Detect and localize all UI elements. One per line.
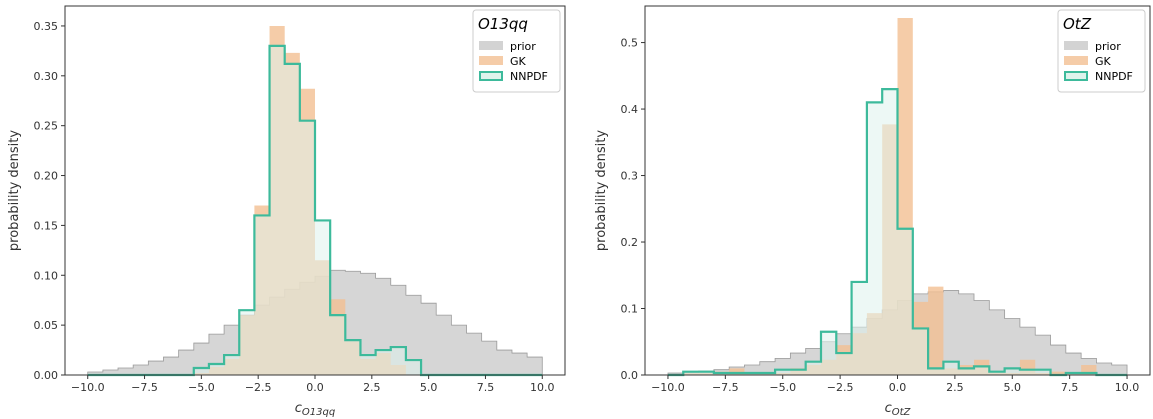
legend-label-prior: prior: [510, 40, 536, 53]
legend-swatch-nnpdf: [1064, 71, 1088, 81]
x-axis-label: cO13qq: [295, 401, 335, 418]
x-tick-label: −7.5: [131, 381, 158, 394]
y-axis-label: probability density: [7, 130, 22, 251]
legend-label-gk: GK: [510, 55, 527, 68]
x-axis-label-main: c: [295, 401, 302, 416]
y-tick-label: 0.25: [34, 120, 59, 133]
x-tick-label: 5.0: [420, 381, 438, 394]
x-tick-label: 0.0: [889, 381, 907, 394]
legend-swatch-gk: [479, 56, 503, 65]
x-tick-label: 10.0: [1115, 381, 1140, 394]
x-tick-label: −10.0: [651, 381, 685, 394]
x-tick-label: 0.0: [306, 381, 324, 394]
legend-label-nnpdf: NNPDF: [510, 70, 548, 83]
x-tick-label: −7.5: [712, 381, 739, 394]
x-tick-label: 5.0: [1004, 381, 1022, 394]
y-tick-label: 0.4: [621, 103, 639, 116]
legend-label-prior: prior: [1095, 40, 1121, 53]
x-axis-label-subscript: O13qq: [302, 407, 335, 418]
x-tick-label: −5.0: [188, 381, 215, 394]
x-tick-label: −2.5: [245, 381, 272, 394]
y-tick-label: 0.30: [34, 70, 59, 83]
legend-label-gk: GK: [1095, 55, 1112, 68]
y-tick-label: 0.05: [34, 319, 59, 332]
y-tick-label: 0.00: [34, 369, 59, 382]
x-tick-label: −10.0: [71, 381, 105, 394]
x-tick-label: 10.0: [530, 381, 555, 394]
legend: O13qq prior GK NNPDF: [472, 9, 561, 93]
legend-swatch-gk: [1064, 56, 1088, 65]
y-tick-label: 0.0: [621, 369, 639, 382]
histogram-panel-otz: −10.0 −7.5 −5.0 −2.5 0.0 2.5 5.0 7.5 10.0 0.0 0.1 0…: [594, 5, 1151, 418]
legend-swatch-nnpdf: [479, 71, 503, 81]
legend-swatch-prior: [479, 41, 503, 50]
x-tick-label: 2.5: [946, 381, 964, 394]
y-axis-label: probability density: [594, 130, 609, 251]
legend-title: O13qq: [478, 15, 528, 33]
y-tick-label: 0.15: [34, 219, 59, 232]
series-line-nnpdf: [667, 88, 1128, 377]
series-fill-nnpdf: [667, 89, 1128, 376]
x-axis-label-main: c: [885, 401, 892, 416]
y-tick-label: 0.3: [621, 170, 639, 183]
legend-title: OtZ: [1063, 15, 1092, 33]
y-tick-label: 0.10: [34, 269, 59, 282]
y-tick-label: 0.35: [34, 20, 59, 33]
y-tick-label: 0.1: [621, 303, 639, 316]
y-tick-label: 0.20: [34, 170, 59, 183]
x-tick-label: 2.5: [363, 381, 381, 394]
legend-swatch-prior: [1064, 41, 1088, 50]
x-axis-label: cOtZ: [885, 401, 912, 418]
y-tick-label: 0.2: [621, 236, 639, 249]
x-tick-label: 7.5: [1061, 381, 1079, 394]
legend-label-nnpdf: NNPDF: [1095, 70, 1133, 83]
histogram-panel-o13qq: −10.0 −7.5 −5.0 −2.5 0.0 2.5 5.0 7.5 10.0 0.00 0.0…: [7, 5, 566, 418]
y-tick-label: 0.5: [621, 37, 639, 50]
x-tick-label: 7.5: [477, 381, 495, 394]
x-tick-label: −2.5: [827, 381, 854, 394]
series-nnpdf: [667, 88, 1128, 377]
x-tick-label: −5.0: [769, 381, 796, 394]
x-axis-label-subscript: OtZ: [892, 407, 912, 418]
